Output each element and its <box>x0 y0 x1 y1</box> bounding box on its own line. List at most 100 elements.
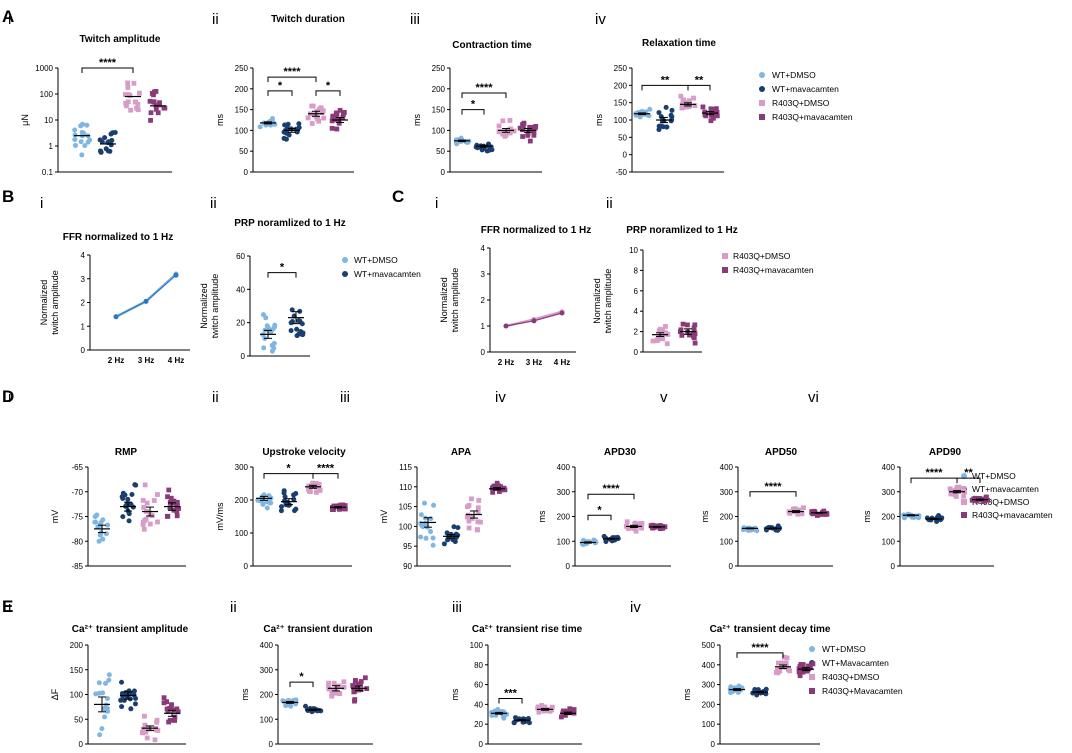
chart-Eii-point <box>303 703 309 709</box>
chart-Eiii-ytick-label: 80 <box>474 661 483 670</box>
chart-Bii-title: PRP noramlized to 1 Hz <box>234 218 346 229</box>
chart-Aiv-point <box>713 107 719 112</box>
chart-Bi-series-line <box>115 273 177 318</box>
chart-Cii-point <box>679 332 685 338</box>
chart-Aiv-point <box>658 114 664 120</box>
chart-Di-point <box>143 516 149 522</box>
chart-Cii-ytick-label: 6 <box>634 287 639 296</box>
chart-Diii-point <box>475 505 481 511</box>
chart-Eii-point <box>329 693 335 699</box>
chart-Eii-point <box>326 680 332 686</box>
chart-Aiv-point <box>708 106 714 112</box>
chart-Ei-point <box>152 737 158 743</box>
chart-Cii-point <box>664 341 670 347</box>
chart-Aiv-point <box>663 104 669 110</box>
chart-Aiv: iv Relaxation time -50 0 50 100 150 200 250 ms ** *… <box>594 11 724 177</box>
chart-Dii-ytick-label: 300 <box>235 463 249 472</box>
chart-Di-point <box>141 505 147 510</box>
chart-Cii-point <box>691 325 697 331</box>
chart-Ci-xtick-label: 2 Hz <box>498 358 514 367</box>
chart-Di-title: RMP <box>115 447 138 458</box>
chart-Cii-point <box>678 327 684 333</box>
chart-Eiii-point <box>547 708 553 714</box>
chart-Eiii-point <box>542 704 548 710</box>
chart-Cii-ylabel: twitch amplitude <box>603 269 613 334</box>
chart-Di-point <box>103 531 109 537</box>
chart-Di-ylabel: mV <box>50 510 60 524</box>
chart-Dii-point <box>317 488 323 493</box>
chart-Ei-point <box>99 726 105 732</box>
legend-B-item-1: WT+mavacamten <box>354 269 421 279</box>
chart-Dv-ytick-label: 300 <box>720 488 734 497</box>
chart-Eiv-sig-bracket <box>736 652 784 658</box>
chart-Ei-point <box>169 702 174 708</box>
chart-Ai-point <box>131 80 137 86</box>
chart-Dii-ytick-label: 0 <box>244 562 249 571</box>
chart-Ai-panel-label: i <box>8 11 11 28</box>
chart-Dvi-ytick-label: 400 <box>882 463 896 472</box>
chart-Aii-point <box>318 105 324 111</box>
chart-Aiv-point <box>708 118 714 124</box>
chart-Dv-point <box>754 528 760 534</box>
chart-Diii-point <box>418 534 424 540</box>
chart-Bii-panel-label: ii <box>210 195 217 212</box>
chart-Diii-point <box>475 519 481 525</box>
legend-D-item-0: WT+DMSO <box>972 471 1016 481</box>
chart-Ei-point <box>127 690 133 696</box>
chart-Dii-point <box>293 506 299 512</box>
chart-Ei-point <box>128 706 134 712</box>
chart-Dvi-point <box>952 492 958 498</box>
chart-Dii-sig-bracket <box>312 473 339 479</box>
chart-Ci-point <box>559 310 565 316</box>
chart-Eii-panel-label: ii <box>230 599 237 616</box>
chart-Dii-point <box>313 489 319 495</box>
chart-Dii-point <box>281 490 287 496</box>
chart-Eiii-point <box>489 713 495 719</box>
chart-Aiii-point <box>520 127 525 133</box>
chart-Diii-point <box>451 524 457 530</box>
chart-Dii-point <box>340 502 346 508</box>
chart-Aiv-point <box>714 113 720 119</box>
chart-Ei-point <box>174 706 180 712</box>
chart-Bii-point <box>272 322 278 328</box>
chart-Ei-ytick-label: 200 <box>70 641 84 650</box>
chart-Aiii-point <box>496 129 502 135</box>
chart-Div-ytick-label: 300 <box>557 488 571 497</box>
chart-Eiii-ylabel: ms <box>450 688 460 700</box>
chart-Diii-point <box>476 498 482 503</box>
chart-Eiv-sig-label: **** <box>751 642 769 654</box>
chart-Ai-point <box>151 99 157 105</box>
chart-Eii-point <box>331 680 337 686</box>
chart-Cii-point <box>658 326 663 332</box>
chart-Eiv-point <box>800 662 806 668</box>
legend-A: WT+DMSO WT+mavacamten R403Q+DMSO R403Q+m… <box>759 70 853 122</box>
chart-Di-point <box>174 513 180 519</box>
chart-Eiv-ytick-label: 500 <box>702 641 716 650</box>
chart-Di-point <box>176 506 182 511</box>
chart-Di-point <box>129 492 135 498</box>
chart-Dii-point <box>264 505 270 511</box>
chart-Diii-point <box>489 485 495 491</box>
legend-E-item-3: R403Q+Mavacamten <box>822 686 903 696</box>
chart-Ei-point <box>154 717 160 723</box>
chart-Di-ytick-label: -75 <box>71 513 83 522</box>
chart-Ei-point <box>144 735 150 741</box>
chart-Di-point <box>168 495 174 501</box>
chart-Eii-ytick-label: 0 <box>269 740 274 749</box>
chart-Ci-panel-label: i <box>435 195 438 212</box>
chart-Eiii-point <box>549 704 555 710</box>
chart-Aiv-ytick-label: 50 <box>618 133 627 142</box>
chart-Eiv-point <box>810 661 816 667</box>
chart-Dii-point <box>256 497 262 503</box>
chart-Diii-point <box>452 539 458 545</box>
chart-Ai-point <box>78 139 84 145</box>
chart-Dii-sig-label: **** <box>317 463 335 475</box>
chart-Aii-title: Twitch duration <box>271 14 345 25</box>
section-label-D: D <box>2 387 14 406</box>
chart-Dii-point <box>260 501 266 507</box>
chart-Bii-point <box>299 321 305 327</box>
chart-Bii-point <box>271 340 277 346</box>
chart-Dv-title: APD50 <box>765 447 798 458</box>
chart-Dv-point <box>822 512 828 517</box>
chart-Ai-point <box>153 106 159 112</box>
